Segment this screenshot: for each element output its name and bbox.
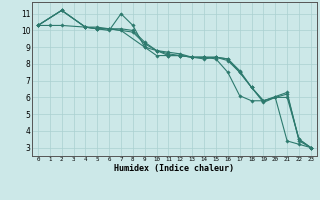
X-axis label: Humidex (Indice chaleur): Humidex (Indice chaleur) — [115, 164, 234, 173]
